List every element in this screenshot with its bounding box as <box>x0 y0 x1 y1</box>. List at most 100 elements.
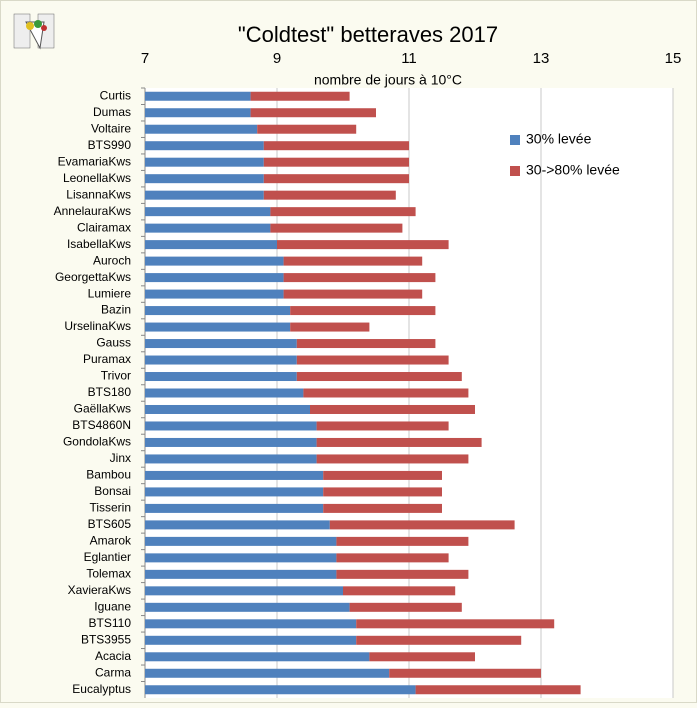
y-tick-label: Trivor <box>101 369 131 383</box>
bar-segment <box>257 124 357 134</box>
y-tick-label: Bazin <box>101 303 131 317</box>
bar-segment <box>145 207 271 217</box>
bar-segment <box>270 207 416 217</box>
bar-segment <box>283 256 423 266</box>
bar-segment <box>316 454 469 464</box>
x-tick-label: 11 <box>401 50 417 67</box>
y-tick-label: XavieraKws <box>68 583 131 597</box>
bar-segment <box>356 635 522 645</box>
y-tick-label: BTS3955 <box>81 632 131 646</box>
y-tick-label: AnnelauraKws <box>54 204 131 218</box>
bar-segment <box>145 190 264 200</box>
y-tick-label: BTS110 <box>89 616 132 630</box>
bar-segment <box>263 190 396 200</box>
bar-segment <box>329 520 515 530</box>
bar-segment <box>145 685 416 695</box>
bar-segment <box>145 586 343 596</box>
bar-segment <box>290 322 370 332</box>
x-tick-label: 7 <box>141 50 149 67</box>
bar-segment <box>270 223 403 233</box>
bar-segment <box>145 157 264 167</box>
bar-segment <box>145 388 304 398</box>
y-tick-label: Bonsai <box>94 484 131 498</box>
bar-segment <box>250 91 350 101</box>
bar-segment <box>356 619 555 629</box>
bar-segment <box>323 470 442 480</box>
y-tick-label: LisannaKws <box>66 187 131 201</box>
bar-segment <box>336 553 449 563</box>
bar-segment <box>336 536 469 546</box>
bar-segment <box>263 174 409 184</box>
bar-segment <box>145 339 297 349</box>
bar-segment <box>145 141 264 151</box>
y-tick-label: Carma <box>95 665 131 679</box>
y-tick-label: IsabellaKws <box>67 237 131 251</box>
y-tick-label: UrselinaKws <box>64 319 131 333</box>
bar-segment <box>145 174 264 184</box>
bar-segment <box>145 223 271 233</box>
bar-segment <box>316 421 449 431</box>
y-tick-label: BTS180 <box>88 385 132 399</box>
bar-segment <box>145 91 251 101</box>
bar-segment <box>145 322 291 332</box>
legend-label: 30->80% levée <box>526 162 620 178</box>
bar-segment <box>263 157 409 167</box>
y-tick-label: Gauss <box>96 336 131 350</box>
y-tick-label: BTS4860N <box>72 418 131 432</box>
bar-segment <box>290 306 436 316</box>
y-tick-label: Acacia <box>95 649 131 663</box>
bar-segment <box>145 404 310 414</box>
bar-segment <box>343 586 456 596</box>
y-tick-label: GeorgettaKws <box>55 270 131 284</box>
y-tick-label: Lumiere <box>88 286 132 300</box>
y-tick-label: GondolaKws <box>63 435 131 449</box>
x-tick-label: 13 <box>533 50 550 67</box>
bar-segment <box>145 602 350 612</box>
bar-segment <box>145 421 317 431</box>
y-tick-label: Clairamax <box>77 220 131 234</box>
y-tick-label: Puramax <box>83 352 131 366</box>
bar-segment <box>336 569 469 579</box>
bar-segment <box>303 388 469 398</box>
legend-label: 30% levée <box>526 131 592 147</box>
bar-segment <box>296 339 436 349</box>
bar-segment <box>145 536 337 546</box>
legend-swatch <box>510 166 520 176</box>
bar-segment <box>145 355 297 365</box>
y-tick-label: Tolemax <box>86 567 131 581</box>
y-tick-label: Amarok <box>90 534 132 548</box>
y-tick-label: Iguane <box>94 599 131 613</box>
x-tick-label: 9 <box>273 50 281 67</box>
bar-segment <box>145 652 370 662</box>
bar-segment <box>145 289 284 299</box>
y-tick-label: GaëllaKws <box>74 402 131 416</box>
bar-segment <box>145 240 277 250</box>
y-tick-label: BTS605 <box>88 517 132 531</box>
bar-segment <box>145 569 337 579</box>
bar-segment <box>415 685 581 695</box>
bar-segment <box>296 355 449 365</box>
bar-segment <box>389 668 541 678</box>
bar-segment <box>349 602 462 612</box>
logo <box>13 13 55 50</box>
bar-segment <box>369 652 475 662</box>
bar-segment <box>145 553 337 563</box>
bar-segment <box>283 289 423 299</box>
bar-segment <box>323 503 442 513</box>
bar-segment <box>145 487 324 497</box>
y-tick-label: Eglantier <box>84 550 131 564</box>
bar-segment <box>145 503 324 513</box>
bar-segment <box>283 273 436 283</box>
y-tick-label: EvamariaKws <box>58 154 131 168</box>
bar-segment <box>145 108 251 118</box>
bar-segment <box>323 487 442 497</box>
bar-segment <box>316 437 482 447</box>
bar-segment <box>296 372 462 382</box>
y-tick-label: LeonellaKws <box>63 171 131 185</box>
legend-swatch <box>510 135 520 145</box>
bar-segment <box>145 273 284 283</box>
x-tick-label: 15 <box>665 50 682 67</box>
bar-segment <box>145 124 258 134</box>
bar-segment <box>145 470 324 480</box>
